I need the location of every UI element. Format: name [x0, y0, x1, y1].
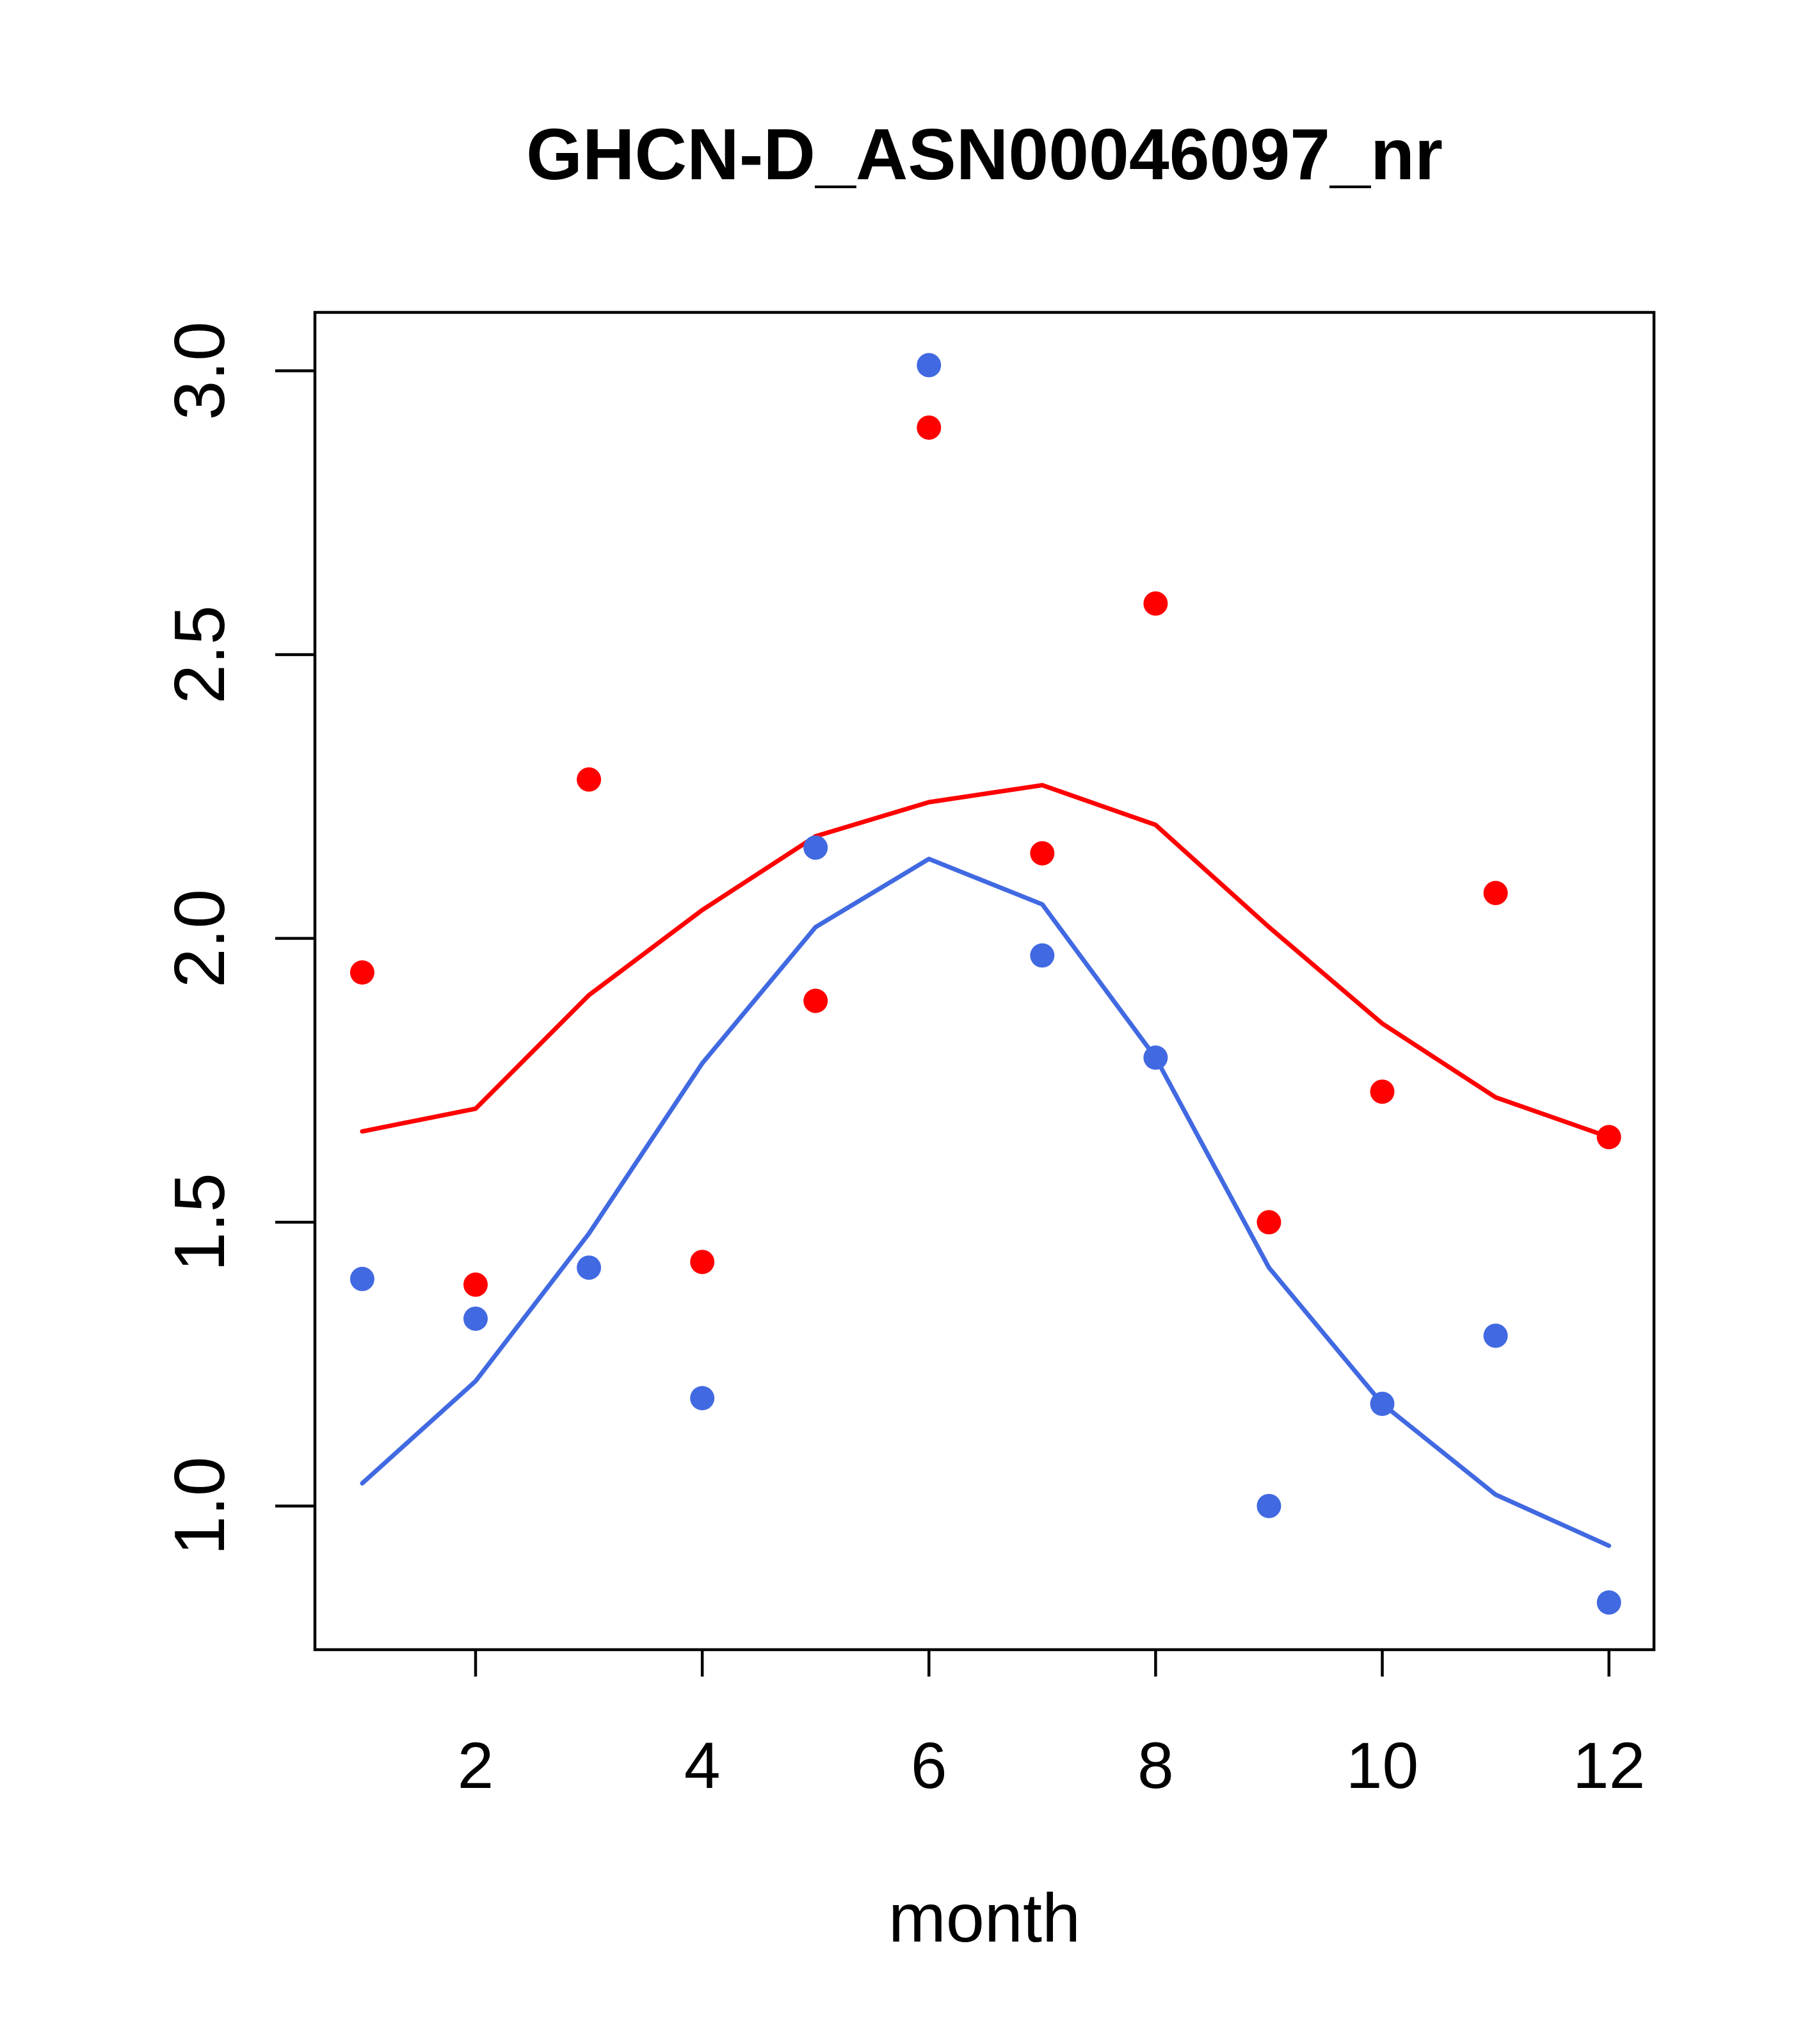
svg-text:6: 6: [911, 1729, 947, 1802]
svg-text:8: 8: [1137, 1729, 1174, 1802]
svg-text:3.0: 3.0: [160, 321, 239, 420]
svg-text:2.0: 2.0: [160, 889, 239, 988]
svg-text:1.0: 1.0: [160, 1456, 239, 1555]
svg-text:2.5: 2.5: [160, 605, 239, 704]
svg-text:GHCN-D_ASN00046097_nr: GHCN-D_ASN00046097_nr: [526, 114, 1443, 195]
svg-text:month: month: [888, 1879, 1080, 1956]
svg-text:10: 10: [1346, 1729, 1418, 1802]
svg-text:4: 4: [684, 1729, 721, 1802]
svg-text:12: 12: [1573, 1729, 1645, 1802]
svg-text:2: 2: [458, 1729, 494, 1802]
svg-text:1.5: 1.5: [160, 1173, 239, 1271]
